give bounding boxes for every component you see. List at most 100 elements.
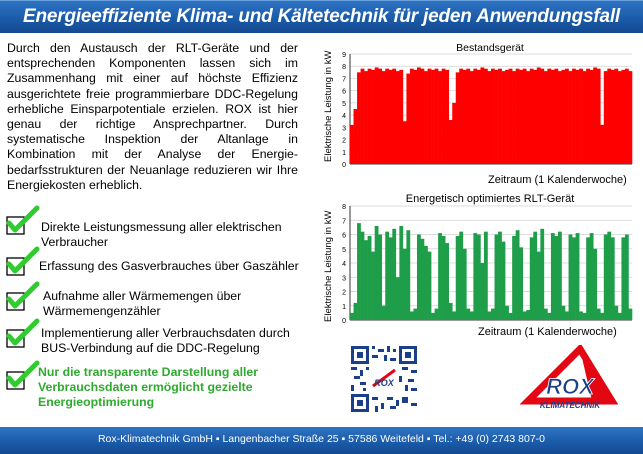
- data-bar: [371, 69, 375, 164]
- data-bar: [543, 71, 548, 164]
- data-bar: [568, 234, 573, 320]
- data-bar: [617, 71, 622, 164]
- data-bar: [459, 231, 464, 320]
- data-bar: [526, 71, 531, 164]
- checklist-item: Erfassung des Gasverbrauches über Gaszäh…: [39, 259, 299, 273]
- data-bar: [515, 68, 520, 164]
- chart-ylabel: Elektrische Leistung in kW: [323, 50, 334, 162]
- data-bar: [547, 68, 552, 164]
- data-bar: [434, 308, 439, 320]
- data-bar: [554, 235, 559, 320]
- data-bar: [353, 109, 358, 164]
- data-bar: [568, 71, 573, 164]
- chart-xlabel: Zeitraum (1 Kalenderwoche): [488, 174, 627, 186]
- data-bar: [374, 67, 379, 164]
- intro-paragraph: Durch den Austausch der RLT-Geräte und d…: [7, 41, 298, 192]
- data-bar: [614, 68, 619, 164]
- checkmark-icon: [6, 318, 40, 348]
- data-bar: [554, 68, 559, 164]
- checkmark-icon: [6, 281, 40, 311]
- qr-code[interactable]: ROX: [351, 346, 417, 412]
- data-bar: [374, 225, 379, 320]
- data-bar: [498, 68, 502, 164]
- data-bar: [561, 69, 566, 164]
- data-bar: [381, 71, 386, 164]
- data-bar: [491, 68, 495, 164]
- page-title: Energieeffiziente Klima- und Kältetechni…: [23, 6, 620, 27]
- data-bar: [480, 67, 485, 164]
- checkmark-icon: [6, 205, 40, 235]
- data-bar: [491, 308, 495, 320]
- data-bar: [512, 235, 516, 320]
- data-bar: [519, 69, 524, 164]
- logo-subtitle: KLIMATECHNIK: [540, 401, 602, 410]
- data-bar: [399, 225, 404, 320]
- y-tick-label: 2: [342, 138, 346, 145]
- data-bar: [469, 71, 474, 164]
- y-tick-label: 0: [342, 318, 346, 325]
- checklist-item: Direkte Leistungsmessung aller elektrisc…: [41, 220, 282, 249]
- data-bar: [395, 277, 400, 320]
- data-bar: [540, 68, 545, 164]
- data-bar: [529, 68, 534, 164]
- data-bar: [476, 234, 481, 320]
- data-bar: [624, 234, 629, 320]
- data-bar: [469, 311, 474, 320]
- data-bar: [431, 69, 435, 164]
- y-tick-label: 4: [342, 261, 346, 268]
- data-bar: [364, 240, 368, 320]
- data-bar: [448, 120, 453, 164]
- data-bar: [614, 305, 619, 320]
- data-bar: [543, 308, 548, 320]
- data-bar: [420, 68, 425, 164]
- data-bar: [536, 67, 541, 164]
- data-bar: [438, 71, 442, 164]
- data-bar: [448, 302, 453, 320]
- data-bar: [385, 231, 390, 320]
- chart-title: Energetisch optimiertes RLT-Gerät: [405, 193, 575, 205]
- data-bar: [522, 311, 527, 320]
- data-bar: [409, 311, 414, 320]
- y-tick-label: 1: [342, 150, 346, 157]
- data-bar: [431, 312, 435, 320]
- y-tick-label: 9: [342, 52, 346, 59]
- data-bar: [572, 68, 576, 164]
- data-bar: [603, 71, 608, 164]
- data-bar: [462, 69, 467, 164]
- data-bar: [579, 311, 583, 320]
- data-bar: [466, 68, 471, 164]
- data-bar: [607, 68, 612, 164]
- data-bar: [388, 69, 393, 164]
- y-tick-label: 3: [342, 125, 346, 132]
- data-bar: [424, 71, 428, 164]
- data-bar: [350, 124, 354, 164]
- data-bar: [434, 68, 439, 164]
- data-bar: [550, 233, 555, 320]
- data-bar: [455, 72, 460, 164]
- data-bar: [575, 69, 580, 164]
- checkmark-icon: [6, 246, 40, 276]
- data-bar: [593, 67, 598, 164]
- data-bar: [483, 68, 488, 164]
- data-bar: [586, 68, 590, 164]
- data-bar: [589, 233, 594, 320]
- data-bar: [416, 234, 421, 320]
- y-tick-label: 7: [342, 218, 346, 225]
- y-tick-label: 1: [342, 304, 346, 311]
- header-bar: Energieeffiziente Klima- und Kältetechni…: [0, 0, 643, 33]
- data-bar: [550, 69, 555, 164]
- data-bar: [572, 237, 576, 320]
- data-bar: [399, 69, 404, 164]
- data-bar: [610, 237, 615, 320]
- data-bar: [360, 68, 365, 164]
- data-bar: [392, 68, 397, 164]
- y-tick-label: 3: [342, 275, 346, 282]
- data-bar: [360, 231, 365, 320]
- data-bar: [427, 251, 432, 320]
- y-tick-label: 2: [342, 290, 346, 297]
- data-bar: [579, 68, 583, 164]
- data-bar: [353, 302, 358, 320]
- data-bar: [494, 69, 499, 164]
- data-bar: [529, 237, 534, 320]
- data-bar: [557, 231, 562, 320]
